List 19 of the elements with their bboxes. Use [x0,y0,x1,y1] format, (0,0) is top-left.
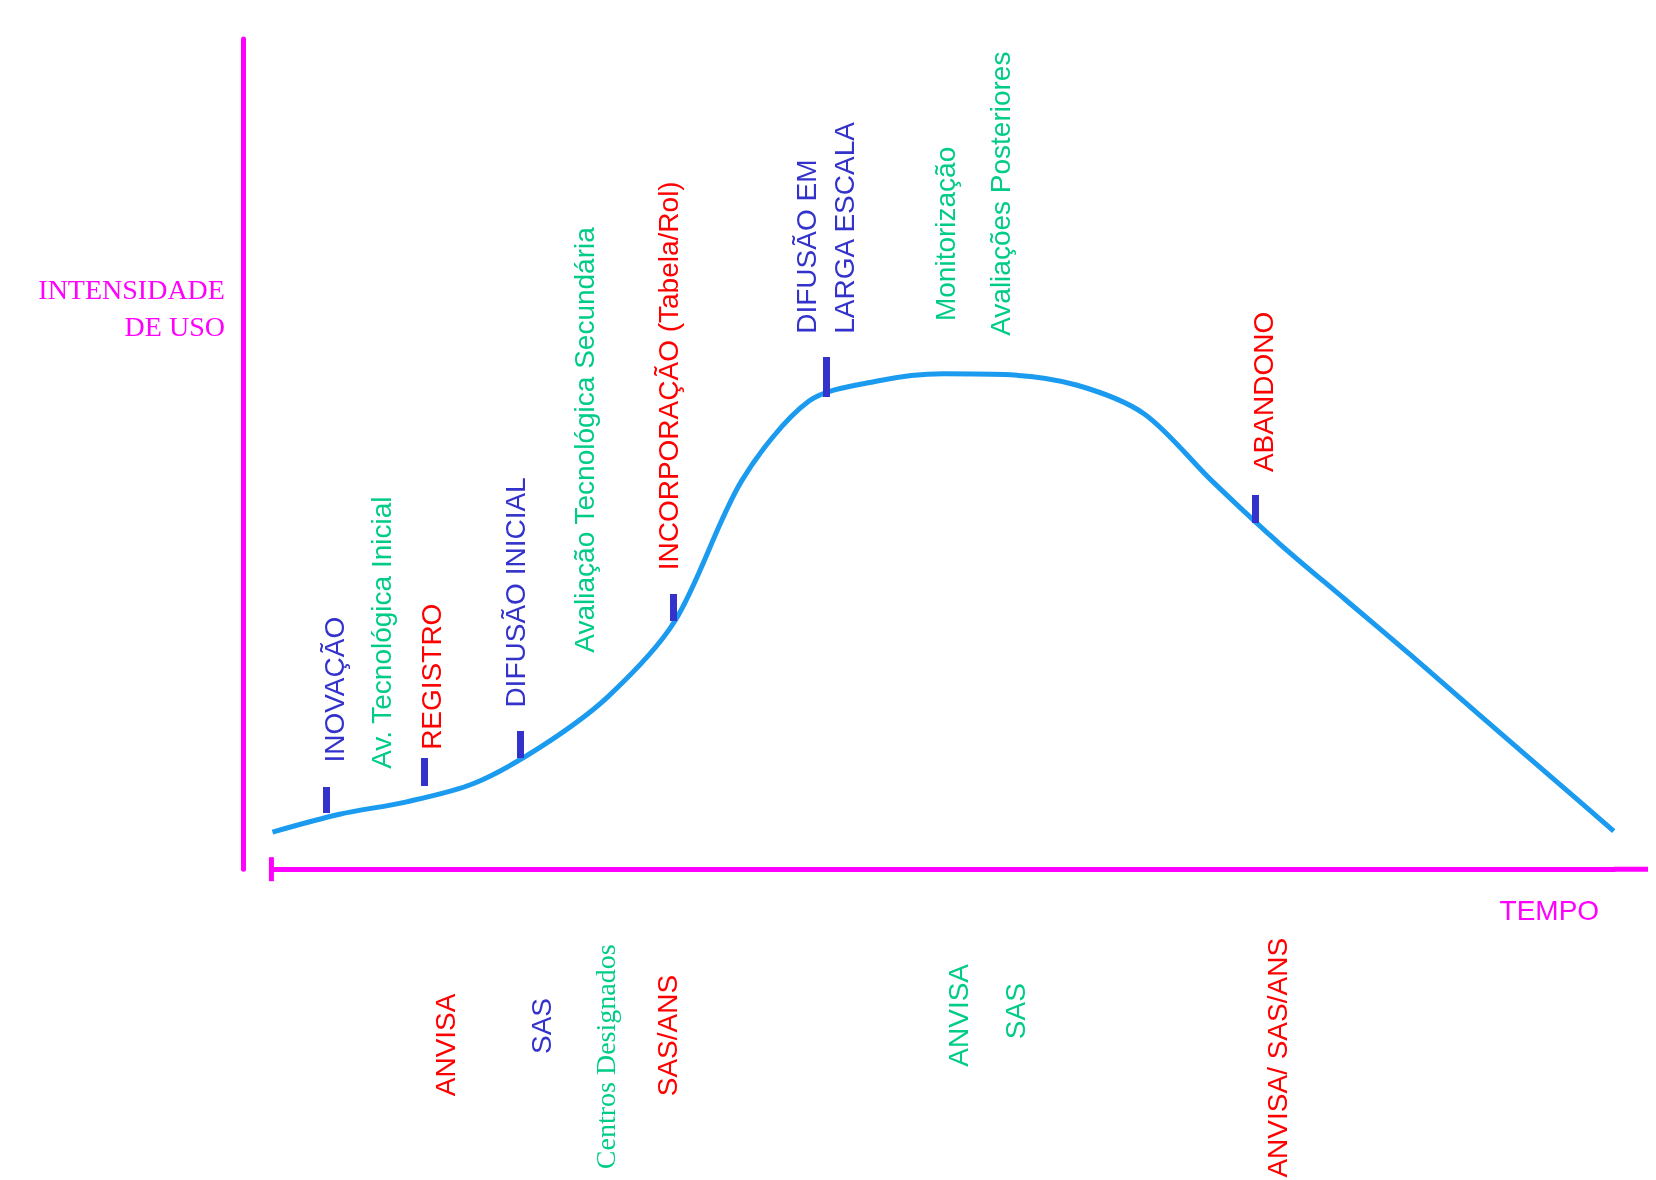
annotation: Av. Tecnológica Inicial [365,496,397,769]
text: SAS [1000,983,1032,1040]
annotation: INOVAÇÃO [319,616,351,763]
text: DIFUSÃO EM LARGA ESCALA [791,121,861,334]
annotation: ABANDONO [1247,311,1279,473]
annotation: INCORPORAÇÃO (Tabela/Rol) [653,181,685,571]
annotation: Avaliação Tecnológica Secundária [568,226,600,653]
annotation: REGISTRO [416,603,448,750]
text: ANVISA [430,993,462,1097]
x-axis-title: TEMPO [1499,894,1600,926]
text: ANVISA [943,963,975,1067]
text: SAS [526,997,558,1055]
text: SAS/ANS [651,974,683,1097]
annotation: DIFUSÃO INICIAL [499,477,531,708]
y-axis-title: INTENSIDADE DE USO [38,274,225,343]
text: Avaliações Posteriores [984,51,1016,336]
text: Centros Designados [589,944,621,1170]
text: ANVISA/ SAS/ANS [1262,937,1294,1178]
text: Monitorização [929,146,961,322]
